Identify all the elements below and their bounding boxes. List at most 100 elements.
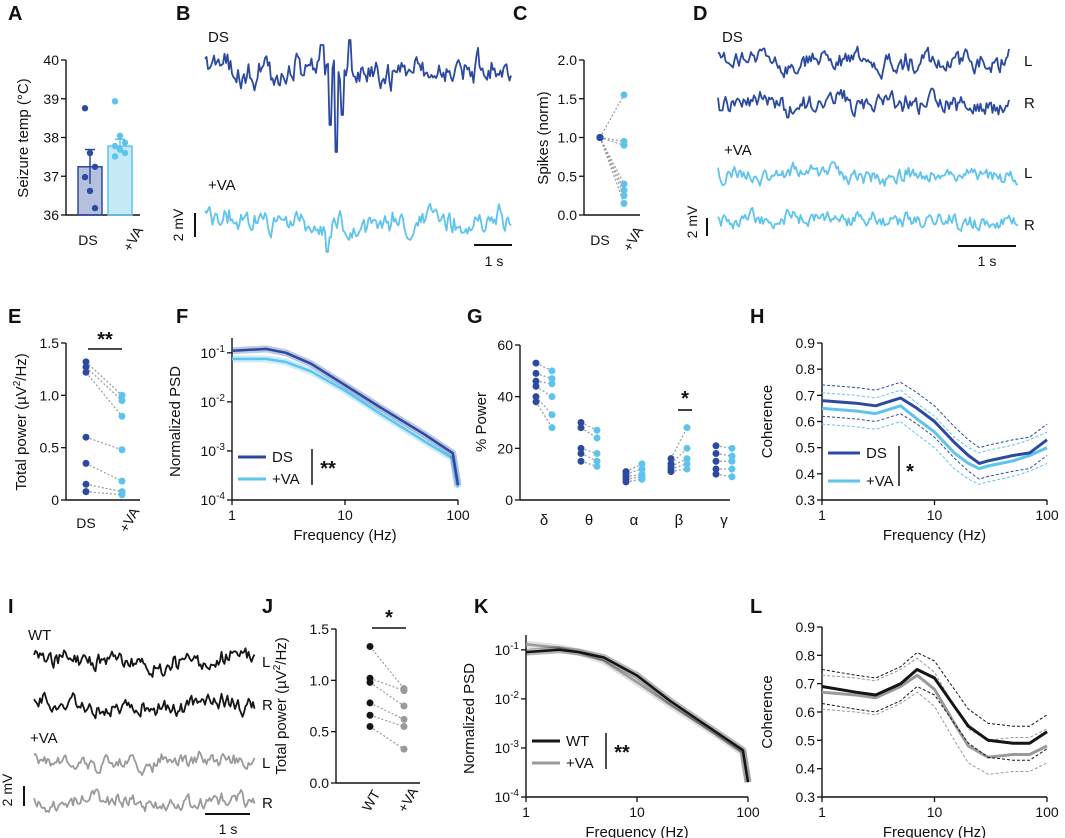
e-pair-a (82, 480, 90, 488)
j-ytick-label: 1.0 (310, 672, 330, 688)
g-pair-link (670, 458, 688, 467)
g-pair-b (593, 450, 601, 457)
b-trace-label: DS (208, 29, 229, 46)
g-ytick-label: 0 (505, 492, 513, 508)
f-ytick-label: 10-1 (201, 344, 226, 361)
l-ytick-label: 0.6 (796, 704, 816, 720)
h-ci-upper (821, 381, 1048, 449)
d-channel-label: R (1024, 217, 1035, 234)
k-ytick-label-exp: -1 (510, 641, 519, 652)
g-ytick-label: 60 (497, 337, 513, 353)
j-ytick-label: 0.0 (310, 775, 330, 791)
panel-label-l: L (750, 596, 762, 618)
j-pair-b (400, 702, 408, 710)
a-point (111, 153, 119, 160)
g-pair-b (638, 465, 646, 473)
l-series-line (821, 668, 1048, 745)
e-pair-a (82, 363, 90, 371)
f-xtick-label: 1 (228, 507, 236, 523)
i-channel-label: L (262, 755, 270, 772)
g-pair-link (535, 362, 553, 372)
f-xlabel: Frequency (Hz) (293, 527, 396, 544)
e-pair-a (82, 488, 90, 496)
g-pair-b (548, 424, 556, 432)
a-point (81, 105, 89, 112)
a-ytick-label: 37 (43, 168, 59, 184)
c-pair-b (620, 186, 628, 194)
j-xtick-label: WT (358, 787, 383, 814)
g-ytick-label: 20 (497, 440, 513, 456)
g-pair-b (638, 460, 646, 468)
j-ylabel-sup: 2 (272, 664, 283, 670)
c-pair-b (620, 180, 628, 188)
i-trace-label: WT (28, 627, 51, 644)
a-bar (107, 145, 133, 216)
c-ytick-label: 2.0 (558, 52, 578, 68)
g-pair-a (712, 470, 720, 478)
g-pair-b (593, 434, 601, 442)
e-ylabel-sup: 2 (12, 380, 23, 386)
j-pair-a (366, 642, 374, 650)
h-ytick-label: 0.6 (796, 414, 816, 430)
g-pair-a (712, 442, 720, 450)
g-pair-link (580, 447, 598, 455)
d-trace-ds-r (717, 87, 1010, 119)
g-pair-link (580, 421, 598, 431)
a-point (121, 149, 129, 157)
l-ci-upper (821, 651, 1048, 727)
g-pair-link (670, 463, 688, 470)
j-pair-a (366, 711, 374, 719)
h-ytick-label: 0.4 (796, 466, 816, 482)
e-pair-b (118, 446, 126, 454)
g-pair-b (728, 465, 736, 473)
g-ytick-label: 40 (497, 389, 513, 405)
e-significance: ** (97, 329, 113, 351)
f-significance: ** (320, 458, 336, 480)
j-pair-a (366, 678, 374, 686)
panel-label-g: G (467, 306, 483, 328)
g-pair-link (535, 372, 553, 380)
f-ytick-label-exp: -2 (216, 393, 225, 404)
g-pair-a (532, 398, 540, 406)
h-ci-lower (821, 413, 1048, 480)
g-xtick-label: β (675, 512, 684, 529)
k-significance: ** (614, 742, 630, 764)
e-pair-link (85, 491, 123, 496)
f-ytick-label-base: 10 (201, 345, 217, 361)
h-ylabel: Coherence (759, 385, 776, 458)
l-ci-lower (821, 691, 1048, 775)
d-scalebar-y-label: 2 mV (684, 205, 700, 238)
e-pair-a (82, 433, 90, 441)
c-ytick-label: 1.5 (558, 91, 578, 107)
e-ytick-label: 1.0 (40, 387, 60, 403)
g-pair-a (712, 465, 720, 473)
g-xtick-label: δ (540, 512, 548, 529)
g-pair-b (593, 457, 601, 465)
i-scalebar-x-label: 1 s (219, 821, 238, 837)
panel-label-k: K (474, 596, 489, 618)
k-xtick-label: 1 (522, 804, 530, 820)
f-ytick-label: 10-3 (201, 442, 226, 459)
i-trace-wt-l (33, 647, 256, 678)
j-pair-link (369, 726, 405, 750)
j-pair-link (369, 646, 405, 689)
k-xtick-label: 100 (736, 804, 760, 820)
a-point (91, 204, 99, 212)
a-point (86, 187, 94, 195)
a-point (121, 139, 129, 146)
l-xtick-label: 100 (1035, 804, 1059, 820)
g-pair-a (532, 382, 540, 390)
g-pair-b (728, 444, 736, 452)
k-legend-label: WT (566, 733, 589, 750)
j-pair-b (400, 745, 408, 753)
h-ytick-label: 0.7 (796, 387, 816, 403)
e-pair-a (82, 358, 90, 366)
j-pair-b (400, 723, 408, 731)
d-trace-label: +VA (724, 142, 752, 159)
e-pair-link (85, 462, 123, 482)
k-ytick-label-base: 10 (495, 740, 511, 756)
c-xtick-label: +VA (619, 223, 646, 254)
f-ytick-label-exp: -1 (216, 344, 225, 355)
g-pair-b (548, 393, 556, 401)
